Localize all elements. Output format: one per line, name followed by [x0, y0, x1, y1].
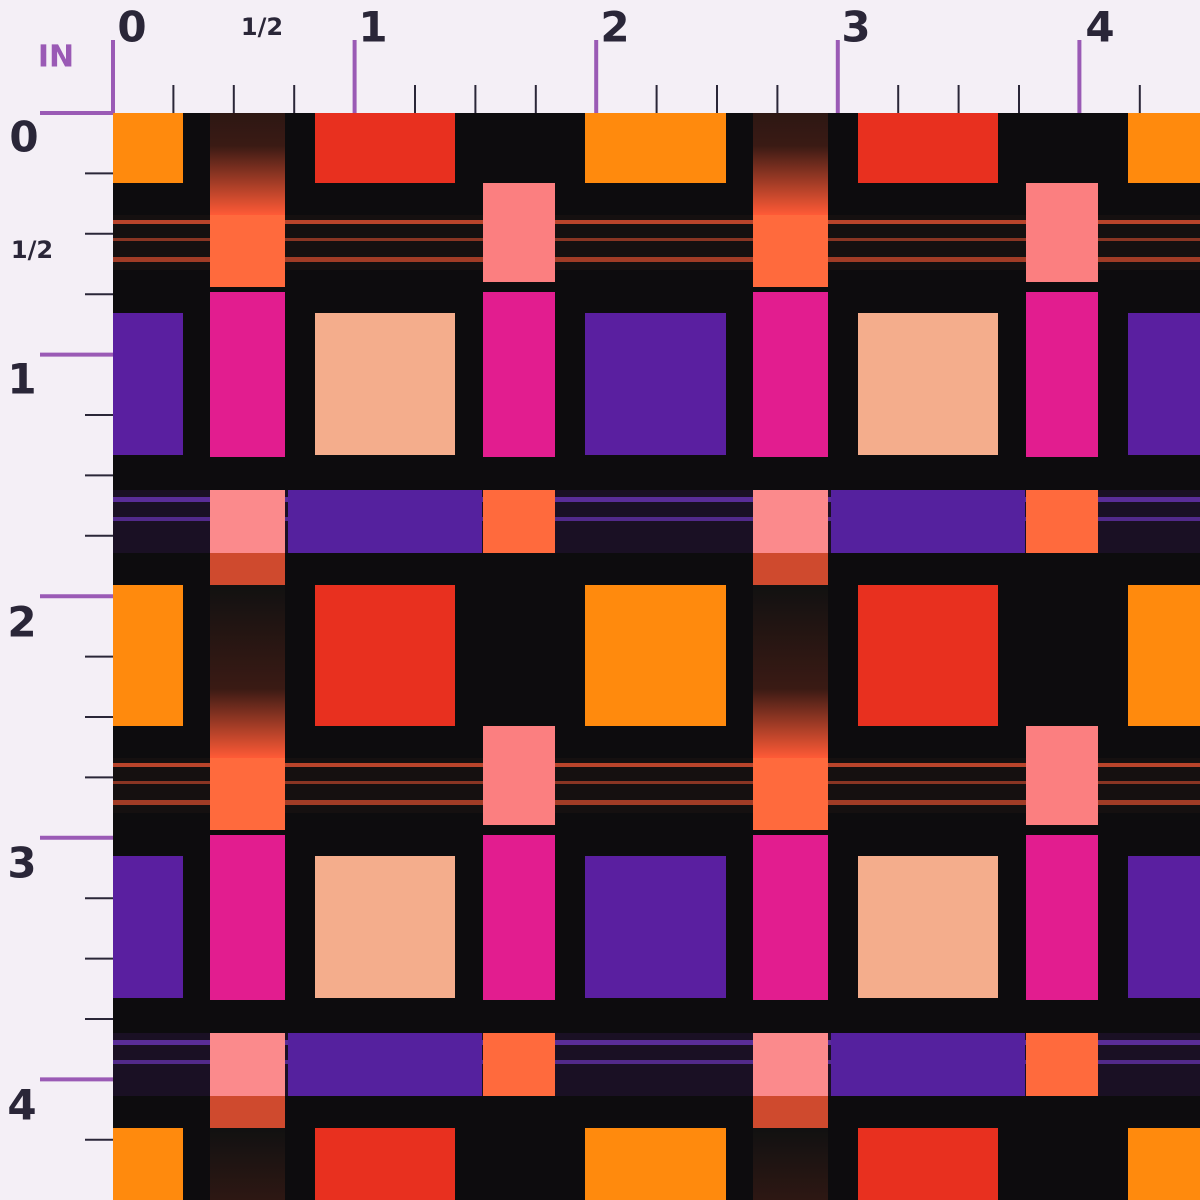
unit-label: IN — [38, 40, 74, 75]
ruler-label: 3 — [7, 839, 36, 888]
ruler-label: 0 — [117, 3, 146, 52]
ruler-label: 1 — [358, 3, 387, 52]
ruler-label: 1/2 — [11, 236, 53, 264]
ruler-ticks — [40, 40, 1141, 1141]
fabric-pattern — [113, 113, 1200, 1200]
left-ruler-labels: 0 1/2 1 2 3 4 — [7, 113, 53, 1130]
ruler-label: 4 — [1085, 3, 1114, 52]
ruler-label: 1 — [7, 355, 36, 404]
ruler-label: 2 — [7, 598, 36, 647]
ruler-label: 0 — [9, 113, 38, 162]
ruler-label: 2 — [600, 3, 629, 52]
ruler-label: 1/2 — [241, 13, 283, 41]
ruler-label: 3 — [841, 3, 870, 52]
top-ruler-labels: 0 1/2 1 2 3 4 — [117, 3, 1114, 52]
ruler-label: 4 — [7, 1081, 36, 1130]
